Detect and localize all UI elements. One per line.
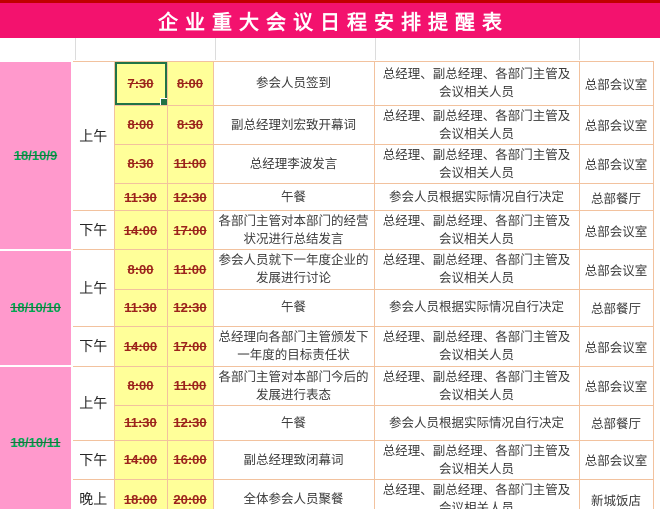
location-cell[interactable]: 总部餐厅 <box>578 404 654 441</box>
end-time-cell[interactable]: 11:00 <box>166 365 214 406</box>
start-time-cell[interactable]: 14:00 <box>113 325 168 367</box>
start-time-cell[interactable]: 8:30 <box>113 143 168 185</box>
start-time-cell[interactable]: 11:30 <box>113 288 168 327</box>
activity-cell[interactable]: 副总经理刘宏致开幕词 <box>212 104 375 145</box>
attendees-cell[interactable]: 总经理、副总经理、各部门主管及会议相关人员 <box>373 104 580 145</box>
gridline <box>375 38 376 60</box>
attendees-cell[interactable]: 参会人员根据实际情况自行决定 <box>373 404 580 441</box>
start-time-cell[interactable]: 11:30 <box>113 183 168 211</box>
location-cell[interactable]: 总部会议室 <box>578 325 654 367</box>
start-time-cell[interactable]: 8:00 <box>113 249 168 290</box>
location-cell[interactable]: 总部会议室 <box>578 249 654 290</box>
gridline <box>75 38 76 60</box>
start-time-cell[interactable]: 14:00 <box>113 439 168 481</box>
page-title: 企业重大会议日程安排提醒表 <box>158 12 509 34</box>
date-cell[interactable]: 18/10/10 <box>0 248 73 368</box>
attendees-cell[interactable]: 总经理、副总经理、各部门主管及会议相关人员 <box>373 249 580 290</box>
end-time-cell[interactable]: 17:00 <box>166 209 214 251</box>
date-cell[interactable]: 18/10/9 <box>0 60 73 251</box>
start-time-cell[interactable]: 11:30 <box>113 404 168 441</box>
date-cell[interactable]: 18/10/11 <box>0 365 73 509</box>
location-cell[interactable]: 总部会议室 <box>578 60 654 106</box>
spacer-row <box>0 38 660 60</box>
period-cell[interactable]: 下午 <box>71 325 115 367</box>
end-time-cell[interactable]: 17:00 <box>166 325 214 367</box>
end-time-cell[interactable]: 8:00 <box>166 60 214 106</box>
activity-cell[interactable]: 总经理李波发言 <box>212 143 375 185</box>
end-time-cell[interactable]: 12:30 <box>166 288 214 327</box>
end-time-cell[interactable]: 11:00 <box>166 143 214 185</box>
location-cell[interactable]: 总部餐厅 <box>578 288 654 327</box>
attendees-cell[interactable]: 总经理、副总经理、各部门主管及会议相关人员 <box>373 60 580 106</box>
attendees-cell[interactable]: 总经理、副总经理、各部门主管及会议相关人员 <box>373 209 580 251</box>
location-cell[interactable]: 新城饭店 <box>578 478 654 509</box>
activity-cell[interactable]: 午餐 <box>212 183 375 211</box>
attendees-cell[interactable]: 总经理、副总经理、各部门主管及会议相关人员 <box>373 325 580 367</box>
start-time-cell[interactable]: 18:00 <box>113 478 168 509</box>
activity-cell[interactable]: 总经理向各部门主管颁发下一年度的目标责任状 <box>212 325 375 367</box>
activity-cell[interactable]: 各部门主管对本部门的经营状况进行总结发言 <box>212 209 375 251</box>
end-time-cell[interactable]: 16:00 <box>166 439 214 481</box>
period-cell[interactable]: 晚上 <box>71 478 115 509</box>
attendees-cell[interactable]: 总经理、副总经理、各部门主管及会议相关人员 <box>373 365 580 406</box>
activity-cell[interactable]: 参会人员就下一年度企业的发展进行讨论 <box>212 249 375 290</box>
activity-cell[interactable]: 午餐 <box>212 288 375 327</box>
location-cell[interactable]: 总部会议室 <box>578 209 654 251</box>
end-time-cell[interactable]: 8:30 <box>166 104 214 145</box>
activity-cell[interactable]: 全体参会人员聚餐 <box>212 478 375 509</box>
activity-cell[interactable]: 午餐 <box>212 404 375 441</box>
end-time-cell[interactable]: 12:30 <box>166 404 214 441</box>
gridline <box>215 38 216 60</box>
location-cell[interactable]: 总部会议室 <box>578 439 654 481</box>
gridline <box>579 38 580 60</box>
end-time-cell[interactable]: 11:00 <box>166 249 214 290</box>
start-time-cell[interactable]: 8:00 <box>113 365 168 406</box>
location-cell[interactable]: 总部餐厅 <box>578 183 654 211</box>
end-time-cell[interactable]: 12:30 <box>166 183 214 211</box>
period-cell[interactable]: 上午 <box>71 365 115 441</box>
attendees-cell[interactable]: 参会人员根据实际情况自行决定 <box>373 183 580 211</box>
attendees-cell[interactable]: 参会人员根据实际情况自行决定 <box>373 288 580 327</box>
attendees-cell[interactable]: 总经理、副总经理、各部门主管及会议相关人员 <box>373 478 580 509</box>
activity-cell[interactable]: 副总经理致闭幕词 <box>212 439 375 481</box>
location-cell[interactable]: 总部会议室 <box>578 104 654 145</box>
period-cell[interactable]: 上午 <box>71 60 115 211</box>
title-bar: 企业重大会议日程安排提醒表 <box>0 3 660 38</box>
start-time-cell[interactable]: 14:00 <box>113 209 168 251</box>
activity-cell[interactable]: 各部门主管对本部门今后的发展进行表态 <box>212 365 375 406</box>
attendees-cell[interactable]: 总经理、副总经理、各部门主管及会议相关人员 <box>373 439 580 481</box>
top-border-strip <box>0 0 660 3</box>
attendees-cell[interactable]: 总经理、副总经理、各部门主管及会议相关人员 <box>373 143 580 185</box>
location-cell[interactable]: 总部会议室 <box>578 143 654 185</box>
period-cell[interactable]: 上午 <box>71 249 115 327</box>
selected-start-time-cell[interactable]: 7:30 <box>113 60 168 106</box>
location-cell[interactable]: 总部会议室 <box>578 365 654 406</box>
schedule-table: 18/10/9 上午 7:30 8:00 参会人员签到 总经理、副总经理、各部门… <box>0 60 654 509</box>
end-time-cell[interactable]: 20:00 <box>166 478 214 509</box>
activity-cell[interactable]: 参会人员签到 <box>212 60 375 106</box>
period-cell[interactable]: 下午 <box>71 209 115 251</box>
start-time-cell[interactable]: 8:00 <box>113 104 168 145</box>
period-cell[interactable]: 下午 <box>71 439 115 481</box>
